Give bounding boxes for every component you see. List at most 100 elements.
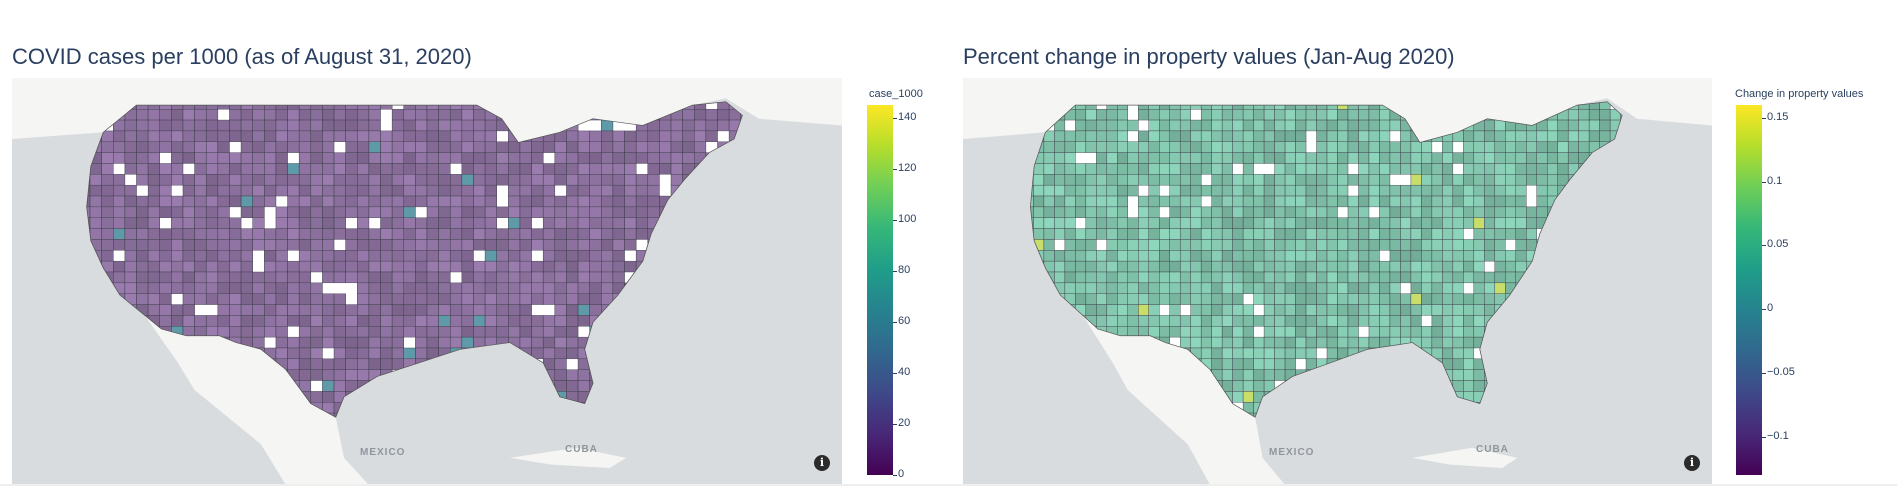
county-shape xyxy=(368,271,381,284)
right-choropleth-map[interactable]: MEXICO CUBA xyxy=(963,78,1712,485)
map-canvas[interactable] xyxy=(963,78,1712,485)
county-shape xyxy=(1546,163,1558,175)
county-shape xyxy=(403,282,416,294)
county-shape xyxy=(345,152,358,164)
county-shape xyxy=(1295,239,1307,251)
county-shape xyxy=(1200,282,1212,294)
county-shape xyxy=(1473,184,1485,197)
county-shape xyxy=(1473,174,1485,186)
county-shape xyxy=(1211,217,1223,229)
county-shape xyxy=(1138,304,1149,316)
county-shape xyxy=(589,271,602,284)
county-shape xyxy=(380,293,393,305)
county-shape xyxy=(240,304,253,316)
county-shape xyxy=(1295,250,1307,262)
county-shape xyxy=(194,141,207,153)
left-map-info-icon[interactable]: i xyxy=(814,455,830,471)
county-shape xyxy=(194,250,207,262)
county-shape xyxy=(1599,130,1611,142)
county-shape xyxy=(1190,217,1202,229)
county-shape xyxy=(1473,239,1485,251)
county-shape xyxy=(461,174,474,186)
county-shape xyxy=(601,260,614,273)
county-shape xyxy=(1463,217,1475,229)
county-shape xyxy=(252,152,265,164)
county-shape xyxy=(438,282,451,294)
county-shape xyxy=(264,315,277,327)
county-shape xyxy=(1421,239,1433,251)
county-shape xyxy=(159,130,172,142)
county-shape xyxy=(682,152,695,164)
county-shape xyxy=(229,260,242,273)
county-shape xyxy=(264,119,277,132)
county-shape xyxy=(1043,141,1055,153)
county-shape xyxy=(1546,141,1558,153)
county-shape xyxy=(1484,130,1496,142)
county-shape xyxy=(1337,163,1349,175)
county-shape xyxy=(1379,217,1391,229)
county-shape xyxy=(1284,239,1296,251)
county-shape xyxy=(1452,347,1464,360)
county-shape xyxy=(1421,163,1433,175)
county-shape xyxy=(508,206,521,218)
county-shape xyxy=(624,163,637,175)
county-shape xyxy=(136,130,149,142)
county-shape xyxy=(566,141,579,153)
county-shape xyxy=(229,152,242,164)
county-shape xyxy=(1211,206,1223,218)
county-shape xyxy=(310,282,323,294)
county-shape xyxy=(1368,130,1380,142)
county-shape xyxy=(1085,293,1097,305)
county-shape xyxy=(1253,282,1265,294)
county-shape xyxy=(1096,228,1108,240)
colorbar-tick-mark xyxy=(893,117,897,119)
county-shape xyxy=(1211,108,1223,121)
county-shape xyxy=(357,130,370,142)
county-shape xyxy=(298,184,312,197)
county-shape xyxy=(1075,195,1087,208)
county-shape xyxy=(624,206,637,218)
county-shape xyxy=(1106,130,1118,142)
right-map-info-icon[interactable]: i xyxy=(1684,455,1700,471)
county-shape xyxy=(1452,293,1464,305)
county-shape xyxy=(147,271,160,284)
county-shape xyxy=(1159,152,1170,164)
county-shape xyxy=(333,326,346,338)
county-shape xyxy=(194,260,207,273)
county-shape xyxy=(1242,304,1254,316)
county-shape xyxy=(275,206,288,218)
map-canvas[interactable] xyxy=(12,78,842,485)
county-shape xyxy=(484,260,497,273)
county-shape xyxy=(1326,271,1338,284)
county-shape xyxy=(217,260,230,273)
county-shape xyxy=(391,304,405,316)
county-shape xyxy=(1200,228,1212,240)
county-shape xyxy=(391,141,405,153)
county-shape xyxy=(1473,282,1485,294)
county-shape xyxy=(1326,347,1338,360)
county-shape xyxy=(357,163,370,175)
county-shape xyxy=(426,174,439,186)
county-shape xyxy=(1452,228,1464,240)
county-shape xyxy=(1179,195,1191,208)
county-shape xyxy=(682,108,695,121)
county-shape xyxy=(159,195,172,208)
county-shape xyxy=(519,141,532,153)
county-shape xyxy=(566,380,579,392)
county-shape xyxy=(473,260,486,273)
county-shape xyxy=(1326,195,1338,208)
county-shape xyxy=(391,174,405,186)
county-shape xyxy=(1358,163,1370,175)
county-shape xyxy=(1505,141,1516,153)
county-shape xyxy=(635,141,649,153)
left-choropleth-map[interactable]: MEXICO CUBA xyxy=(12,78,842,485)
county-shape xyxy=(1117,163,1129,175)
county-shape xyxy=(229,108,242,121)
county-shape xyxy=(694,119,707,132)
county-shape xyxy=(1284,108,1296,121)
county-shape xyxy=(229,174,242,186)
county-shape xyxy=(1085,217,1097,229)
county-shape xyxy=(159,271,172,284)
county-shape xyxy=(1127,217,1139,229)
county-shape xyxy=(1400,239,1412,251)
